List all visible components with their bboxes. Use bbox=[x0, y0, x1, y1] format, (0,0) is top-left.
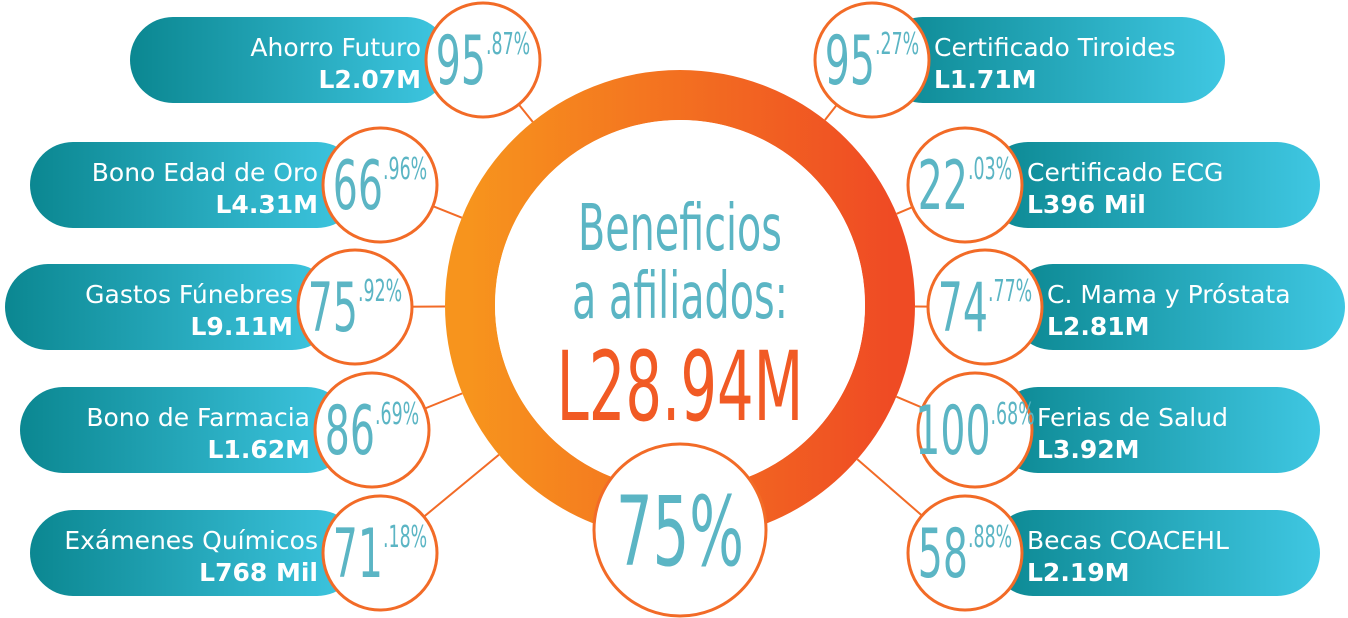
pill bbox=[880, 17, 1225, 103]
percent: 66.96% bbox=[333, 147, 427, 227]
pill bbox=[995, 387, 1320, 473]
percent-circle bbox=[296, 248, 414, 366]
percent-int: 71 bbox=[333, 515, 383, 595]
percent-int: 95 bbox=[825, 22, 875, 102]
ring-center bbox=[495, 120, 865, 490]
percent-text: 66.96% bbox=[333, 147, 427, 227]
pill bbox=[130, 17, 450, 103]
percent-int: 86 bbox=[325, 392, 375, 472]
percent-dec: .27% bbox=[875, 26, 919, 61]
percent-circle bbox=[906, 126, 1024, 244]
percent: 95.27% bbox=[825, 22, 919, 102]
percent-circle bbox=[592, 442, 768, 618]
percent-dec: .18% bbox=[383, 519, 427, 554]
item-amount: L4.31M bbox=[216, 190, 319, 219]
item-amount: L2.19M bbox=[1027, 558, 1130, 587]
percent-text: 95.87% bbox=[436, 22, 530, 102]
center-total: L28.94M bbox=[557, 331, 804, 443]
item-name: Exámenes Químicos bbox=[64, 526, 318, 555]
percent: 74.77% bbox=[938, 269, 1032, 349]
percent-text: 71.18% bbox=[333, 515, 427, 595]
item-amount: L396 Mil bbox=[1027, 190, 1146, 219]
percent-circle bbox=[906, 494, 1024, 612]
percent-dec: .88% bbox=[968, 519, 1012, 554]
pill bbox=[990, 510, 1320, 596]
percent: 58.88% bbox=[918, 515, 1012, 595]
item-amount: L1.71M bbox=[934, 65, 1037, 94]
percent-circle bbox=[424, 1, 542, 119]
item-amount: L1.62M bbox=[208, 435, 311, 464]
center-line2: a afiliados: bbox=[572, 259, 788, 334]
percent: 86.69% bbox=[325, 392, 419, 472]
percent-text: 75.92% bbox=[308, 269, 402, 349]
center-percent: 75% bbox=[616, 476, 744, 588]
item-name: Becas COACEHL bbox=[1027, 526, 1229, 555]
percent-text: 95.27% bbox=[825, 22, 919, 102]
pill bbox=[985, 142, 1320, 228]
percent: 71.18% bbox=[333, 515, 427, 595]
percent-dec: .87% bbox=[486, 26, 530, 61]
item-amount: L2.81M bbox=[1047, 312, 1150, 341]
percent-dec: .92% bbox=[358, 273, 402, 308]
percent-text: 86.69% bbox=[325, 392, 419, 472]
percent-int: 74 bbox=[938, 269, 988, 349]
pill bbox=[30, 142, 360, 228]
percent-circle bbox=[916, 371, 1034, 489]
pill bbox=[5, 264, 335, 350]
percent-circle bbox=[321, 494, 439, 612]
item-amount: L9.11M bbox=[191, 312, 294, 341]
percent-circle bbox=[321, 126, 439, 244]
percent-dec: .69% bbox=[375, 396, 419, 431]
percent-int: 75 bbox=[308, 269, 358, 349]
pill bbox=[20, 387, 350, 473]
percent: 100.68% bbox=[915, 392, 1034, 472]
pill bbox=[1010, 264, 1345, 350]
item-name: Bono Edad de Oro bbox=[92, 158, 318, 187]
percent: 75.92% bbox=[308, 269, 402, 349]
percent-circle bbox=[313, 371, 431, 489]
center-line1: Beneficios bbox=[578, 191, 782, 266]
percent-dec: .96% bbox=[383, 151, 427, 186]
percent-int: 100 bbox=[915, 392, 990, 472]
item-name: Certificado Tiroides bbox=[934, 33, 1175, 62]
percent-dec: .77% bbox=[988, 273, 1032, 308]
percent-text: 74.77% bbox=[938, 269, 1032, 349]
item-name: Ahorro Futuro bbox=[250, 33, 421, 62]
percent-dec: .68% bbox=[991, 396, 1035, 431]
percent-text: 22.03% bbox=[918, 147, 1012, 227]
percent-circle bbox=[926, 248, 1044, 366]
item-name: Certificado ECG bbox=[1027, 158, 1223, 187]
percent-circle bbox=[813, 1, 931, 119]
percent-int: 66 bbox=[333, 147, 383, 227]
percent-dec: .03% bbox=[968, 151, 1012, 186]
percent-text: 58.88% bbox=[918, 515, 1012, 595]
item-amount: L2.07M bbox=[319, 65, 422, 94]
item-name: Gastos Fúnebres bbox=[85, 280, 293, 309]
item-name: C. Mama y Próstata bbox=[1047, 280, 1291, 309]
percent-int: 58 bbox=[918, 515, 968, 595]
item-amount: L3.92M bbox=[1037, 435, 1140, 464]
percent-text: 100.68% bbox=[915, 392, 1034, 472]
item-name: Bono de Farmacia bbox=[86, 403, 310, 432]
percent-int: 22 bbox=[918, 147, 968, 227]
percent-int: 95 bbox=[436, 22, 486, 102]
percent: 22.03% bbox=[918, 147, 1012, 227]
item-amount: L768 Mil bbox=[199, 558, 318, 587]
percent: 95.87% bbox=[436, 22, 530, 102]
pill bbox=[30, 510, 360, 596]
item-name: Ferias de Salud bbox=[1037, 403, 1228, 432]
